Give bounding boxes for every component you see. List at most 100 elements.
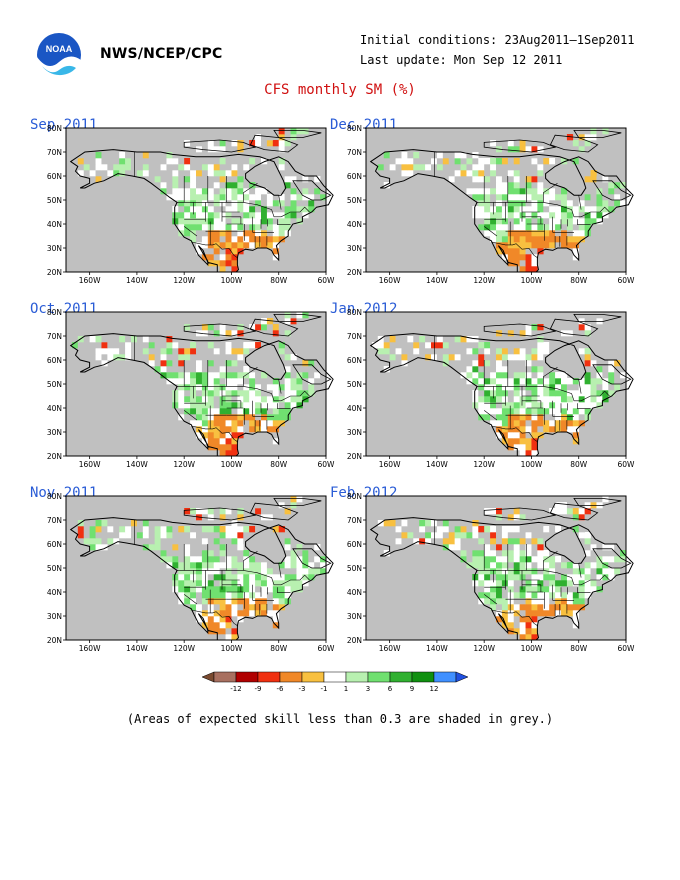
sm-cell xyxy=(377,348,385,355)
island-coastline xyxy=(573,498,622,506)
sm-cell xyxy=(419,354,426,361)
sm-cell xyxy=(478,360,485,367)
sm-cell xyxy=(407,520,414,527)
sm-cell xyxy=(237,212,244,219)
sm-cell xyxy=(472,390,479,397)
sm-cell xyxy=(196,568,203,575)
sm-cell xyxy=(561,604,568,611)
sm-cell xyxy=(243,550,250,557)
sm-cell xyxy=(201,218,209,225)
sm-cell xyxy=(549,396,556,403)
sm-cell xyxy=(231,212,238,219)
sm-cell xyxy=(578,212,585,219)
political-border xyxy=(543,182,558,203)
sm-cell xyxy=(513,254,520,261)
sm-cell xyxy=(561,372,568,379)
lat-label: 20N xyxy=(347,636,362,645)
sm-cell xyxy=(225,378,232,385)
sm-cell xyxy=(501,562,509,569)
sm-cell xyxy=(395,538,402,545)
sm-cell xyxy=(314,562,321,569)
sm-cell xyxy=(237,574,244,581)
sm-cell xyxy=(184,158,191,165)
sm-cell xyxy=(537,532,544,539)
sm-cell xyxy=(237,164,244,171)
political-border xyxy=(177,570,310,586)
sm-cell xyxy=(231,616,238,623)
sm-cell xyxy=(555,194,562,201)
sm-cell xyxy=(219,230,226,237)
sm-cell xyxy=(525,396,532,403)
sm-cell xyxy=(501,242,509,249)
sm-cell xyxy=(519,330,526,337)
sm-cell xyxy=(237,224,244,231)
sm-cell xyxy=(225,224,232,231)
sm-cell xyxy=(154,170,161,177)
sm-cell xyxy=(207,348,215,355)
sm-cell xyxy=(113,532,120,539)
sm-cell xyxy=(219,444,226,451)
sm-cell xyxy=(190,550,197,557)
sm-cell xyxy=(172,378,179,385)
sm-cell xyxy=(525,176,532,183)
sm-cell xyxy=(190,408,197,415)
sm-cell xyxy=(614,550,621,557)
sm-cell xyxy=(207,574,215,581)
sm-cell xyxy=(284,224,291,231)
sm-cell xyxy=(555,420,562,427)
sm-cell xyxy=(178,170,185,177)
sm-cell xyxy=(219,562,226,569)
sm-cell xyxy=(308,556,315,563)
sm-cell xyxy=(207,206,215,213)
sm-cell xyxy=(555,598,562,605)
lon-label: 100W xyxy=(521,460,543,469)
sm-cell xyxy=(525,384,532,391)
sm-cell xyxy=(566,236,574,243)
sm-cell xyxy=(296,384,303,391)
sm-cell xyxy=(531,514,538,521)
sm-cell xyxy=(525,526,532,533)
sm-cell xyxy=(272,342,280,349)
sm-cell xyxy=(284,176,291,183)
sm-cell xyxy=(572,496,580,503)
sm-cell xyxy=(431,164,438,171)
sm-cell xyxy=(225,366,232,373)
sm-cell xyxy=(490,188,497,195)
sm-cell xyxy=(590,556,597,563)
sm-cell xyxy=(184,354,191,361)
sm-cell xyxy=(484,348,491,355)
sm-cell xyxy=(537,336,544,343)
sm-cell xyxy=(401,360,408,367)
sm-cell xyxy=(513,420,520,427)
sm-cell xyxy=(501,574,509,581)
sm-cell xyxy=(201,390,209,397)
sm-cell xyxy=(219,182,226,189)
sm-cell xyxy=(219,396,226,403)
sm-cell xyxy=(531,342,538,349)
sm-cell xyxy=(549,586,556,593)
sm-cell xyxy=(578,604,585,611)
sm-cell xyxy=(101,526,108,533)
sm-cell xyxy=(496,360,503,367)
sm-cell xyxy=(237,384,244,391)
sm-cell xyxy=(142,532,150,539)
sm-cell xyxy=(590,366,597,373)
sm-cell xyxy=(207,508,215,515)
lat-label: 30N xyxy=(47,244,62,253)
sm-cell xyxy=(496,354,503,361)
sm-cell xyxy=(602,182,609,189)
political-border xyxy=(177,386,310,402)
sm-cell xyxy=(261,598,268,605)
sm-cell xyxy=(296,396,303,403)
sm-cell xyxy=(284,384,291,391)
sm-cell xyxy=(377,526,385,533)
sm-cell xyxy=(290,206,297,213)
sm-cell xyxy=(501,230,509,237)
sm-cell xyxy=(596,544,603,551)
sm-cell xyxy=(519,188,526,195)
sm-cell xyxy=(525,598,532,605)
sm-cell xyxy=(71,158,79,165)
sm-cell xyxy=(184,544,191,551)
sm-cell xyxy=(584,586,591,593)
